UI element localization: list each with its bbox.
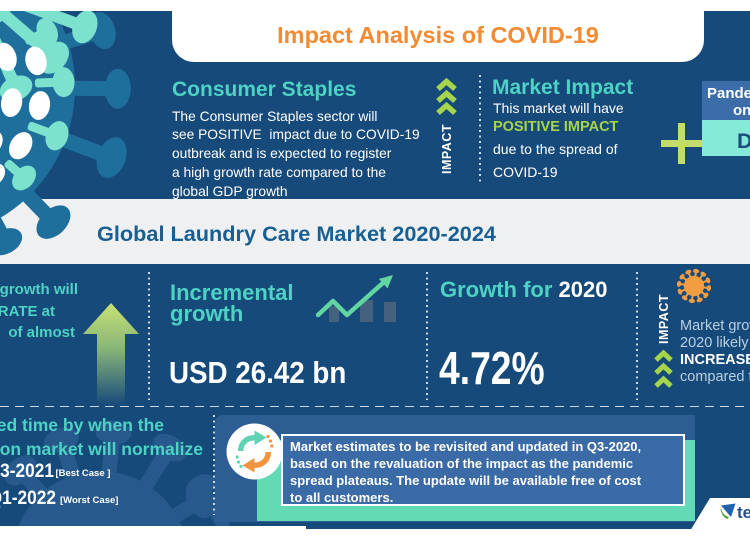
svg-text:te: te — [737, 503, 750, 522]
